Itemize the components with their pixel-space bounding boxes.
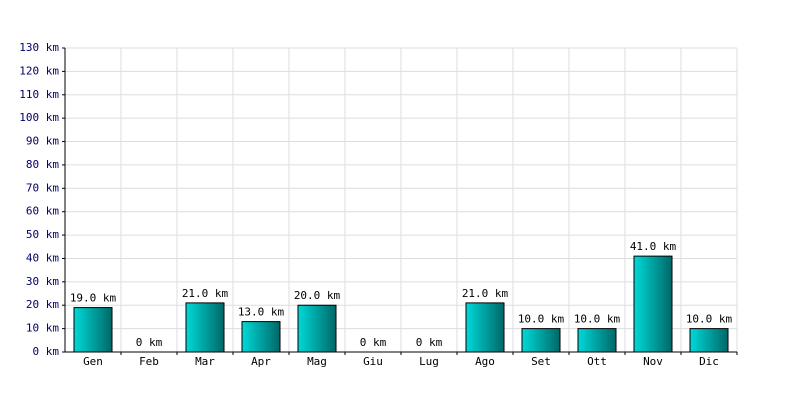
x-tick-label: Set [531, 355, 551, 368]
bar [633, 255, 673, 353]
value-label: 41.0 km [630, 240, 677, 253]
y-tick-label: 20 km [26, 298, 59, 311]
value-label: 0 km [136, 336, 163, 349]
bar [521, 328, 561, 353]
y-tick-label: 40 km [26, 251, 59, 264]
bar [185, 302, 225, 353]
x-tick-label: Feb [139, 355, 159, 368]
bar [73, 307, 113, 353]
value-label: 19.0 km [70, 292, 117, 305]
y-tick-label: 80 km [26, 158, 59, 171]
x-tick-label: Mag [307, 355, 327, 368]
x-tick-label: Ago [475, 355, 495, 368]
bar [689, 328, 729, 353]
value-label: 20.0 km [294, 289, 341, 302]
bar [297, 304, 337, 353]
x-tick-label: Nov [643, 355, 663, 368]
y-tick-label: 60 km [26, 205, 59, 218]
y-tick-label: 0 km [33, 345, 60, 358]
value-label: 21.0 km [462, 287, 509, 300]
value-label: 10.0 km [574, 313, 621, 326]
y-tick-label: 130 km [19, 41, 59, 54]
y-tick-label: 70 km [26, 181, 59, 194]
value-label: 21.0 km [182, 287, 229, 300]
bar [241, 321, 281, 353]
x-tick-label: Lug [419, 355, 439, 368]
y-tick-label: 50 km [26, 228, 59, 241]
y-tick-label: 120 km [19, 64, 59, 77]
y-tick-label: 10 km [26, 322, 59, 335]
y-tick-label: 90 km [26, 135, 59, 148]
x-tick-label: Ott [587, 355, 607, 368]
bar [577, 328, 617, 353]
x-tick-label: Apr [251, 355, 271, 368]
value-label: 10.0 km [518, 313, 565, 326]
y-tick-label: 110 km [19, 88, 59, 101]
x-tick-label: Giu [363, 355, 383, 368]
x-tick-label: Dic [699, 355, 719, 368]
y-tick-label: 30 km [26, 275, 59, 288]
value-label: 0 km [416, 336, 443, 349]
value-label: 10.0 km [686, 313, 733, 326]
x-tick-label: Gen [83, 355, 103, 368]
value-label: 0 km [360, 336, 387, 349]
bar [465, 302, 505, 353]
value-label: 13.0 km [238, 306, 285, 319]
y-tick-label: 100 km [19, 111, 59, 124]
x-tick-label: Mar [195, 355, 215, 368]
